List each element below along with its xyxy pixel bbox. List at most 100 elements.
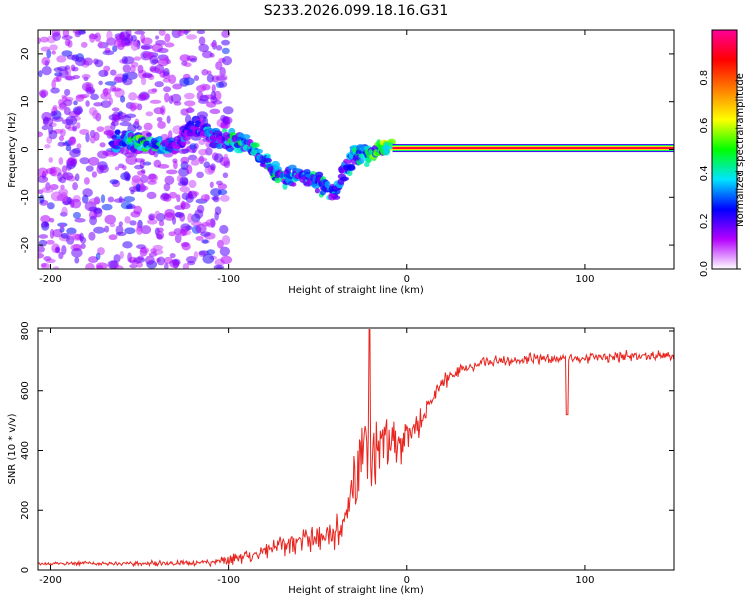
spectrogram-noise-cell	[206, 73, 214, 83]
spectrogram-ridge-cell	[290, 182, 297, 187]
spectrogram-noise-cell	[123, 196, 136, 203]
spectrogram-noise-cell	[198, 43, 209, 53]
spectrogram-noise-cell	[157, 227, 164, 233]
snr-series-line	[38, 329, 674, 568]
spectrogram-noise-cell	[146, 191, 157, 200]
spectrogram-noise-cell	[129, 263, 138, 269]
spectrogram-noise-cell	[70, 158, 77, 168]
spectrogram-noise-cell	[41, 125, 49, 131]
spectrogram-noise-cell	[178, 148, 189, 155]
spectrogram-noise-cell	[104, 125, 112, 131]
spectrogram-noise-cell	[71, 54, 80, 62]
spectrogram-noise-cell	[180, 156, 190, 164]
spectrogram-noise-cell	[103, 65, 111, 72]
spectrogram-noise-cell	[193, 75, 200, 81]
spectrogram-noise-cell	[72, 182, 78, 191]
spectrogram-noise-cell	[67, 196, 73, 205]
spectrogram-noise-cell	[81, 194, 89, 204]
spectrogram-noise-cell	[219, 246, 231, 257]
spectrogram-noise-cell	[64, 88, 71, 96]
spectrogram-noise-cell	[100, 92, 112, 100]
spectrogram-noise-cell	[206, 70, 212, 75]
spectrogram-noise-cell	[111, 107, 120, 112]
spectrogram-noise-cell	[219, 224, 229, 234]
spectrogram-noise-cell	[50, 191, 63, 202]
snr-x-tick-label: -100	[217, 575, 240, 586]
spectrogram-noise-cell	[124, 216, 131, 224]
spectrogram-noise-cell	[50, 87, 60, 94]
spectrogram-noise-cell	[211, 84, 216, 93]
spectrogram-noise-cell	[119, 95, 126, 103]
spectrogram-ridge-cell	[226, 148, 234, 153]
spectrogram-noise-cell	[79, 157, 90, 165]
spectrogram-noise-cell	[196, 30, 206, 35]
spectrogram-noise-cell	[38, 234, 49, 239]
spectrogram-noise-cell	[128, 92, 138, 101]
spectrogram-noise-cell	[79, 128, 90, 135]
spectrogram-noise-cell	[88, 107, 97, 116]
spectrogram-ridge-cell	[256, 148, 263, 154]
spectrogram-noise-cell	[95, 252, 101, 261]
spectrogram-noise-cell	[61, 96, 68, 103]
spectrogram-noise-cell	[222, 106, 234, 115]
spectrogram-noise-cell	[74, 218, 86, 223]
spectrogram-noise-cell	[77, 30, 86, 34]
spectrogram-noise-cell	[122, 74, 128, 83]
spectrogram-noise-cell	[209, 108, 221, 115]
spectrogram-noise-cell	[61, 50, 73, 57]
spectrogram-noise-cell	[223, 153, 229, 163]
spectrogram-noise-cell	[39, 194, 45, 204]
spectrogram-noise-cell	[57, 66, 68, 71]
spectrogram-ridge-cell	[171, 149, 178, 155]
spectrogram-noise-cell	[74, 257, 80, 264]
snr-frame	[37, 327, 675, 571]
spectrogram-noise-cell	[72, 30, 80, 34]
spectrogram-noise-cell	[129, 102, 137, 112]
spectrogram-noise-cell	[108, 234, 118, 241]
spectrogram-noise-cell	[98, 40, 103, 49]
spectrogram-noise-cell	[89, 215, 98, 226]
spectrogram-noise-cell	[124, 113, 137, 119]
spectrogram-noise-cell	[173, 101, 182, 106]
spectrogram-noise-cell	[134, 118, 140, 126]
spectrogram-x-tick-label: 0	[404, 274, 410, 285]
spectrogram-noise-cell	[81, 73, 91, 80]
spectrogram-noise-cell	[218, 81, 228, 88]
spectrogram-noise-cell	[142, 72, 153, 78]
spectrogram-noise-cell	[51, 50, 56, 55]
spectrogram-noise-cell	[72, 75, 81, 80]
spectrogram-noise-cell	[221, 30, 231, 38]
spectrogram-noise-cell	[79, 232, 84, 242]
spectrogram-noise-cell	[181, 192, 190, 200]
spectrogram-noise-cell	[52, 104, 58, 111]
spectrogram-noise-cell	[181, 225, 189, 236]
spectrogram-noise-cell	[183, 77, 195, 86]
spectrogram-noise-cell	[93, 207, 103, 214]
spectrogram-noise-cell	[163, 183, 171, 192]
spectrogram-noise-cell	[113, 254, 121, 263]
spectrogram-noise-cell	[110, 69, 117, 76]
spectrogram-noise-cell	[143, 122, 153, 131]
spectrogram-noise-cell	[158, 30, 166, 36]
spectrogram-noise-cell	[81, 81, 94, 92]
snr-panel: -200 -100 0 100 0 200 400 600 800 Height of str…	[7, 321, 675, 596]
spectrogram-noise-cell	[137, 255, 144, 261]
spectrogram-noise-cell	[96, 126, 105, 132]
colorbar: 0.0 0.2 0.4 0.6 0.8 Normalized spectral ampl…	[699, 29, 746, 277]
spectrogram-noise-cell	[104, 225, 110, 233]
spectrogram-noise-cell	[45, 239, 55, 245]
spectrogram-noise-cell	[210, 163, 216, 171]
spectrogram-x-tick-label: -100	[217, 274, 240, 285]
spectrogram-noise-cell	[41, 66, 52, 76]
spectrogram-noise-cell	[38, 175, 49, 183]
snr-x-tick-label: 100	[575, 575, 594, 586]
spectrogram-noise-cell	[102, 50, 115, 56]
spectrogram-noise-cell	[48, 129, 58, 140]
spectrogram-noise-cell	[118, 163, 125, 169]
spectrogram-noise-cell	[179, 54, 191, 62]
snr-y-ticks: 0 200 400 600 800	[20, 321, 674, 573]
spectrogram-noise-cell	[94, 59, 104, 68]
spectrogram-noise-cell	[198, 250, 210, 256]
colorbar-tick-label: 0.2	[699, 213, 710, 229]
